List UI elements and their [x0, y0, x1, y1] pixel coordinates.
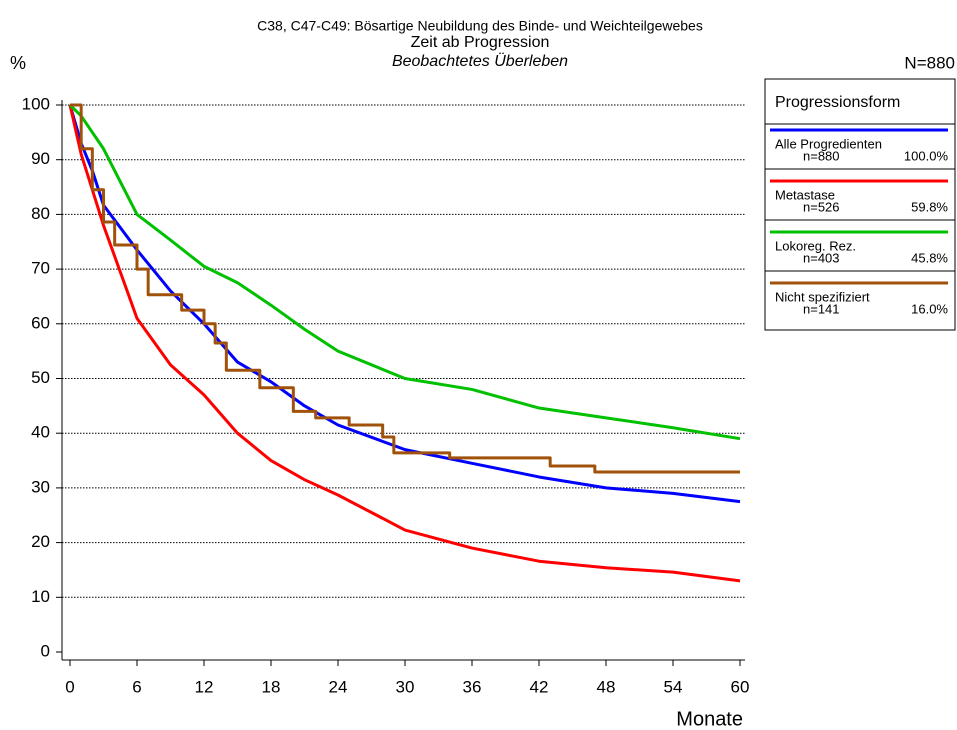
- y-tick-label: 0: [41, 641, 50, 660]
- x-tick-label: 48: [597, 677, 616, 696]
- legend-share: 100.0%: [904, 148, 949, 163]
- x-tick-label: 36: [463, 677, 482, 696]
- x-axis-label: Monate: [676, 708, 743, 730]
- legend-count: n=880: [803, 148, 840, 163]
- y-tick-label: 50: [31, 368, 50, 387]
- survival-curve: [70, 103, 740, 474]
- x-tick-label: 0: [65, 677, 74, 696]
- total-label: N=880: [904, 53, 955, 72]
- legend-share: 16.0%: [911, 301, 948, 316]
- survival-curve: [68, 103, 741, 441]
- legend-label: Nicht spezifiziert: [775, 289, 870, 304]
- legend-count: n=526: [803, 199, 840, 214]
- x-tick-label: 12: [195, 677, 214, 696]
- chart-subtitle: Zeit ab Progression: [411, 34, 550, 51]
- y-tick-label: 10: [31, 587, 50, 606]
- legend-share: 45.8%: [911, 250, 948, 265]
- y-tick-label: 60: [31, 313, 50, 332]
- legend-share: 59.8%: [911, 199, 948, 214]
- legend-box: [764, 78, 956, 331]
- legend-label: Alle Progredienten: [775, 136, 882, 151]
- x-tick-label: 6: [132, 677, 141, 696]
- legend-label: Lokoreg. Rez.: [775, 238, 856, 253]
- x-tick-label: 30: [396, 677, 415, 696]
- y-tick-label: 70: [31, 259, 50, 278]
- y-tick-label: 90: [31, 149, 50, 168]
- y-axis-label: %: [10, 53, 26, 73]
- x-tick-label: 18: [262, 677, 281, 696]
- x-tick-label: 24: [329, 677, 348, 696]
- chart-subtitle: Beobachtetes Überleben: [392, 52, 568, 70]
- survival-curve: [68, 104, 741, 504]
- chart-title: C38, C47-C49: Bösartige Neubildung des B…: [257, 18, 703, 34]
- legend-title: Progressionsform: [775, 94, 900, 111]
- x-tick-label: 60: [731, 677, 750, 696]
- y-tick-label: 80: [31, 204, 50, 223]
- survival-curve: [68, 104, 741, 583]
- y-tick-label: 40: [31, 423, 50, 442]
- legend-label: Metastase: [775, 187, 835, 202]
- y-tick-label: 100: [22, 94, 50, 113]
- y-tick-label: 20: [31, 532, 50, 551]
- y-tick-label: 30: [31, 477, 50, 496]
- x-tick-label: 54: [664, 677, 683, 696]
- x-tick-label: 42: [530, 677, 549, 696]
- legend-count: n=403: [803, 250, 840, 265]
- legend-count: n=141: [803, 301, 840, 316]
